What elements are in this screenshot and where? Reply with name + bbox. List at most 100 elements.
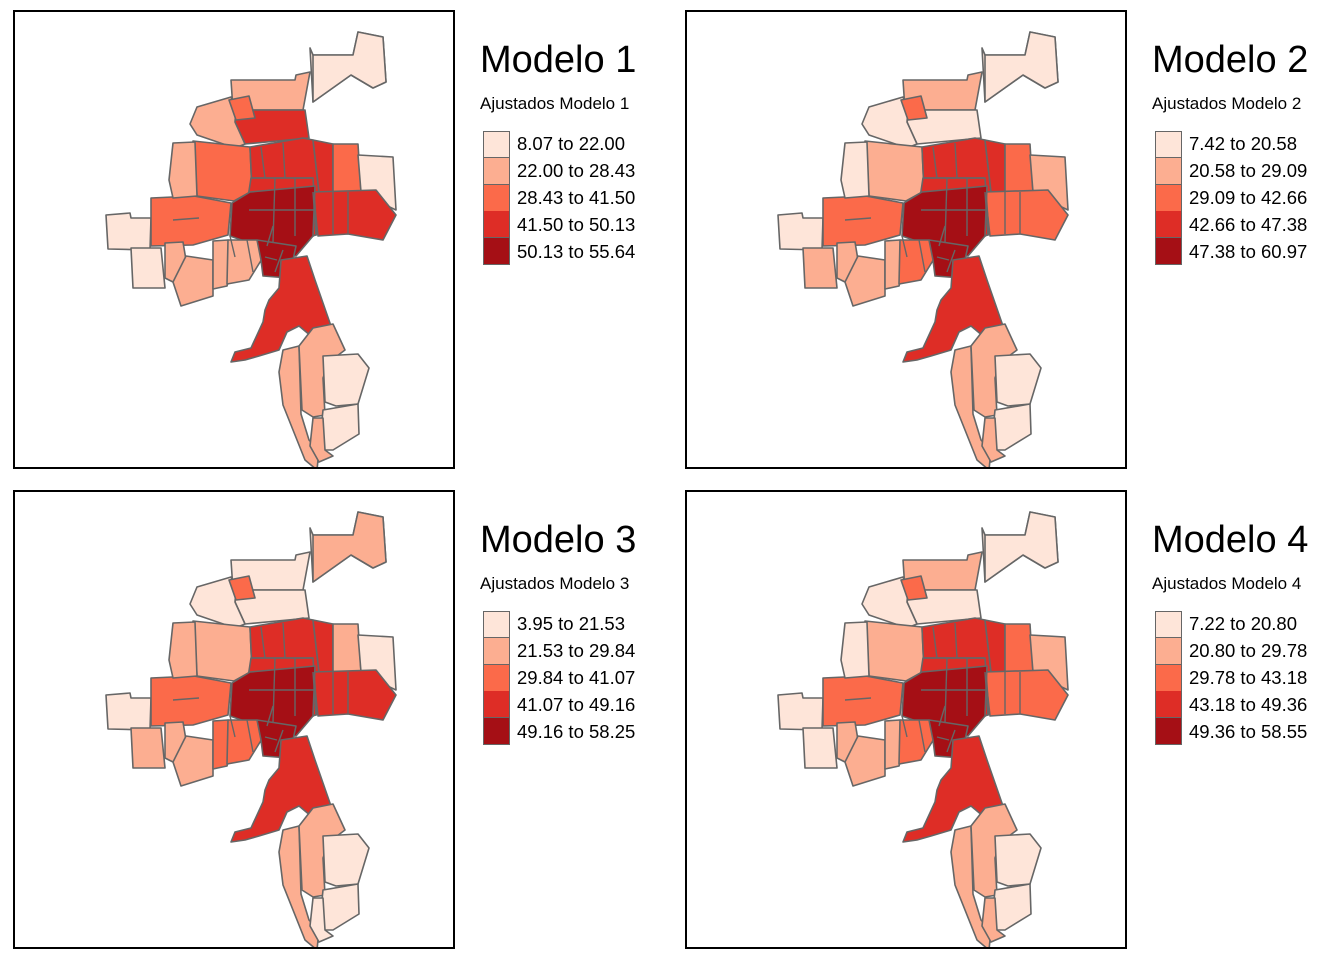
legend-swatch [1155, 691, 1182, 719]
region-w2 [130, 247, 166, 289]
legend-item: 20.80 to 29.78 [1152, 637, 1342, 665]
region-wc [822, 675, 904, 727]
legend-item: 28.43 to 41.50 [480, 184, 670, 212]
region-st5 [309, 417, 334, 463]
region-w1 [777, 692, 824, 731]
legend-range-label: 41.50 to 50.13 [517, 213, 636, 235]
region-nlb [900, 575, 928, 601]
region-nf2 [312, 511, 387, 583]
map-legend: Modelo 3 Ajustados Modelo 3 3.95 to 21.5… [480, 518, 670, 746]
legend-range-label: 20.58 to 29.09 [1189, 160, 1308, 182]
legend-swatch [483, 691, 510, 719]
region-w2 [130, 727, 166, 769]
region-st4 [320, 883, 360, 931]
legend-items: 8.07 to 22.00 22.00 to 28.43 28.43 to 41.5… [480, 130, 670, 266]
legend-range-label: 8.07 to 22.00 [517, 133, 626, 155]
region-s [230, 735, 332, 843]
legend-item: 50.13 to 55.64 [480, 238, 670, 266]
region-w2 [802, 247, 838, 289]
legend-item: 47.38 to 60.97 [1152, 238, 1342, 266]
map-legend: Modelo 4 Ajustados Modelo 4 7.22 to 20.8… [1152, 518, 1342, 746]
legend-swatch [1155, 130, 1182, 158]
legend-swatch [1155, 238, 1182, 266]
legend-item: 29.09 to 42.66 [1152, 184, 1342, 212]
legend-swatch [483, 184, 510, 212]
region-cl [226, 239, 266, 285]
legend-item: 49.16 to 58.25 [480, 718, 670, 746]
region-ee [984, 189, 1069, 241]
region-st3 [322, 833, 370, 887]
legend-swatch [483, 664, 510, 692]
legend-item: 29.84 to 41.07 [480, 664, 670, 692]
region-s [902, 735, 1004, 843]
legend-swatch [483, 130, 510, 158]
region-nlb [228, 95, 256, 121]
region-borders [844, 142, 1021, 273]
region-w1 [777, 212, 824, 251]
map-frame [685, 490, 1127, 949]
region-st5 [981, 417, 1006, 463]
region-nw [192, 620, 253, 682]
region-nw [864, 620, 925, 682]
map-frame [685, 10, 1127, 469]
legend-range-label: 20.80 to 29.78 [1189, 640, 1308, 662]
region-w2 [802, 727, 838, 769]
region-borders [172, 142, 349, 273]
legend-item: 7.22 to 20.80 [1152, 610, 1342, 638]
legend-range-label: 49.36 to 58.55 [1189, 720, 1308, 742]
legend-subtitle: Ajustados Modelo 2 [1152, 94, 1302, 113]
legend-swatch [1155, 637, 1182, 665]
legend-title: Modelo 4 [1152, 519, 1309, 561]
legend-item: 49.36 to 58.55 [1152, 718, 1342, 746]
legend-range-label: 50.13 to 55.64 [517, 240, 636, 262]
region-nw [192, 140, 253, 202]
legend-range-label: 29.84 to 41.07 [517, 666, 636, 688]
map-panel-modelo-1: Modelo 1 Ajustados Modelo 1 8.07 to 22.0… [0, 0, 672, 480]
region-ne1 [1004, 623, 1034, 673]
region-ee [984, 669, 1069, 721]
region-st3 [994, 353, 1042, 407]
legend-range-label: 47.38 to 60.97 [1189, 240, 1308, 262]
legend-item: 8.07 to 22.00 [480, 130, 670, 158]
region-nf2 [312, 31, 387, 103]
region-nm [840, 141, 870, 199]
legend-item: 29.78 to 43.18 [1152, 664, 1342, 692]
legend-swatch [1155, 664, 1182, 692]
region-wc [150, 675, 232, 727]
region-w1 [105, 692, 152, 731]
legend-title: Modelo 2 [1152, 39, 1309, 81]
legend-range-label: 7.42 to 20.58 [1189, 133, 1298, 155]
region-ne1 [332, 143, 362, 193]
legend-item: 3.95 to 21.53 [480, 610, 670, 638]
region-ee [312, 189, 397, 241]
map-frame [13, 490, 455, 949]
region-ne1 [332, 623, 362, 673]
legend-swatch [483, 610, 510, 638]
region-borders [172, 622, 349, 753]
legend-range-label: 21.53 to 29.84 [517, 640, 636, 662]
legend-item: 42.66 to 47.38 [1152, 211, 1342, 239]
legend-swatch [1155, 610, 1182, 638]
map-legend: Modelo 1 Ajustados Modelo 1 8.07 to 22.0… [480, 38, 670, 266]
region-ee [312, 669, 397, 721]
region-s [230, 255, 332, 363]
region-cl [226, 719, 266, 765]
map-frame [13, 10, 455, 469]
region-st3 [994, 833, 1042, 887]
legend-subtitle: Ajustados Modelo 4 [1152, 574, 1302, 593]
region-nf2 [984, 511, 1059, 583]
legend-range-label: 7.22 to 20.80 [1189, 613, 1298, 635]
region-nlb [900, 95, 928, 121]
region-st4 [992, 403, 1032, 451]
legend-range-label: 29.78 to 43.18 [1189, 666, 1308, 688]
region-wc [150, 195, 232, 247]
region-sw2 [172, 255, 214, 307]
legend-swatch [1155, 157, 1182, 185]
region-nm [840, 621, 870, 679]
legend-swatch [1155, 211, 1182, 239]
region-sw2 [844, 255, 886, 307]
legend-item: 41.07 to 49.16 [480, 691, 670, 719]
map-panel-modelo-2: Modelo 2 Ajustados Modelo 2 7.42 to 20.5… [672, 0, 1344, 480]
choropleth-map [777, 511, 1069, 947]
choropleth-map [105, 31, 397, 467]
